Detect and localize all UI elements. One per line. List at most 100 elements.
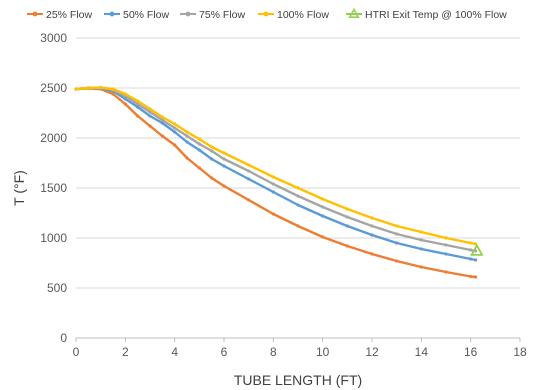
legend-item: 75% Flow bbox=[180, 9, 246, 21]
data-point bbox=[474, 258, 478, 262]
legend-label: 50% Flow bbox=[123, 9, 170, 21]
data-point bbox=[123, 97, 127, 101]
series-layer bbox=[74, 85, 484, 279]
x-tick-label: 8 bbox=[270, 345, 277, 359]
x-tick-label: 2 bbox=[122, 345, 129, 359]
y-axis: 0 500 1000 1500 2000 2500 3000 bbox=[40, 31, 67, 345]
data-point bbox=[419, 238, 423, 242]
data-point bbox=[222, 184, 226, 188]
data-point bbox=[197, 166, 201, 170]
data-point bbox=[247, 198, 251, 202]
legend-label: 25% Flow bbox=[46, 9, 93, 21]
legend-swatch-marker bbox=[32, 11, 38, 17]
data-point bbox=[271, 175, 275, 179]
legend-swatch-marker bbox=[185, 11, 191, 17]
data-point bbox=[321, 197, 325, 201]
data-point bbox=[148, 114, 152, 118]
data-point bbox=[197, 142, 201, 146]
data-point bbox=[160, 115, 164, 119]
data-point bbox=[419, 265, 423, 269]
data-point bbox=[136, 114, 140, 118]
data-point bbox=[136, 105, 140, 109]
y-tick-label: 1500 bbox=[40, 181, 67, 195]
data-point bbox=[271, 182, 275, 186]
data-point bbox=[136, 102, 140, 106]
data-point bbox=[74, 87, 78, 91]
data-point bbox=[123, 92, 127, 96]
data-point bbox=[222, 151, 226, 155]
x-tick-label: 14 bbox=[415, 345, 429, 359]
x-tick-label: 18 bbox=[513, 345, 527, 359]
y-axis-title: T (°F) bbox=[11, 170, 27, 206]
data-point bbox=[148, 107, 152, 111]
data-point bbox=[395, 241, 399, 245]
data-point bbox=[136, 99, 140, 103]
data-point bbox=[345, 244, 349, 248]
data-point bbox=[444, 236, 448, 240]
legend: 25% Flow 50% Flow 75% Flow 100% Flow HTRI Ex… bbox=[27, 7, 507, 21]
data-point bbox=[185, 156, 189, 160]
data-point bbox=[296, 203, 300, 207]
x-tick-label: 4 bbox=[171, 345, 178, 359]
data-point bbox=[222, 157, 226, 161]
data-point bbox=[86, 86, 90, 90]
data-point bbox=[444, 270, 448, 274]
y-tick-label: 500 bbox=[47, 281, 67, 295]
data-point bbox=[469, 248, 473, 252]
data-point bbox=[469, 257, 473, 261]
x-axis-title: TUBE LENGTH (FT) bbox=[234, 372, 362, 388]
data-point bbox=[345, 215, 349, 219]
data-point bbox=[370, 216, 374, 220]
data-point bbox=[222, 164, 226, 168]
data-point bbox=[173, 143, 177, 147]
series-100-flow bbox=[74, 85, 478, 246]
legend-item: HTRI Exit Temp @ 100% Flow bbox=[346, 7, 507, 21]
data-point bbox=[99, 85, 103, 90]
data-point bbox=[173, 126, 177, 130]
data-point bbox=[444, 243, 448, 247]
data-point bbox=[395, 232, 399, 236]
data-point bbox=[160, 118, 164, 122]
data-point bbox=[469, 241, 473, 245]
data-point bbox=[160, 134, 164, 138]
y-tick-label: 1000 bbox=[40, 231, 67, 245]
data-point bbox=[419, 247, 423, 251]
y-tick-label: 0 bbox=[60, 331, 67, 345]
data-point bbox=[247, 169, 251, 173]
data-point bbox=[123, 102, 127, 106]
legend-swatch-marker bbox=[263, 11, 269, 17]
data-point bbox=[247, 163, 251, 167]
data-point bbox=[247, 177, 251, 181]
data-point bbox=[148, 110, 152, 114]
data-point bbox=[419, 230, 423, 234]
data-point bbox=[444, 252, 448, 256]
data-point bbox=[296, 224, 300, 228]
data-point bbox=[296, 194, 300, 198]
series-line bbox=[74, 86, 477, 246]
data-point bbox=[345, 224, 349, 228]
legend-item: 100% Flow bbox=[258, 9, 329, 21]
legend-label: HTRI Exit Temp @ 100% Flow bbox=[365, 9, 507, 21]
data-point bbox=[160, 121, 164, 125]
x-tick-label: 6 bbox=[221, 345, 228, 359]
data-point bbox=[173, 130, 177, 134]
data-point bbox=[370, 233, 374, 237]
x-axis: 0 2 4 6 8 10 12 14 16 18 bbox=[73, 338, 527, 359]
x-tick-label: 0 bbox=[73, 345, 80, 359]
data-point bbox=[469, 274, 473, 279]
legend-swatch-marker bbox=[348, 7, 360, 18]
data-point bbox=[321, 205, 325, 209]
data-point bbox=[321, 235, 325, 239]
data-point bbox=[470, 243, 484, 256]
legend-item: 50% Flow bbox=[104, 9, 170, 21]
legend-label: 100% Flow bbox=[277, 9, 329, 21]
data-point bbox=[395, 224, 399, 228]
data-point bbox=[345, 207, 349, 211]
data-point bbox=[370, 252, 374, 256]
x-tick-label: 10 bbox=[316, 345, 330, 359]
data-point bbox=[370, 224, 374, 228]
legend-swatch-marker bbox=[109, 11, 115, 17]
data-point bbox=[197, 148, 201, 152]
